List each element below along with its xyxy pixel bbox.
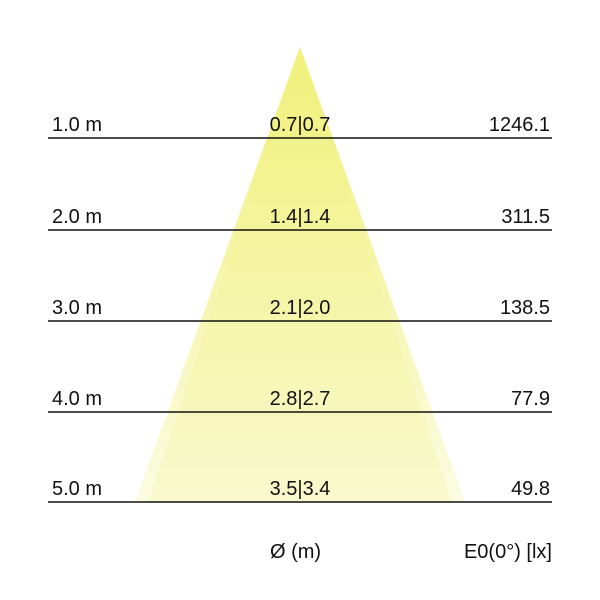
- illuminance-column-label: E0(0°) [lx]: [463, 541, 552, 563]
- illuminance-value: 1246.1: [488, 114, 550, 136]
- distance-label: 4.0 m: [52, 388, 103, 410]
- distance-label: 3.0 m: [52, 297, 103, 319]
- diameter-column-label: Ø (m): [270, 541, 322, 563]
- illuminance-value: 138.5: [499, 297, 550, 319]
- distance-row: 1.0 m 0.7|0.7 1246.1: [48, 113, 552, 137]
- distance-row: 4.0 m 2.8|2.7 77.9: [48, 387, 552, 411]
- distance-label: 1.0 m: [52, 114, 103, 136]
- distance-row: 3.0 m 2.1|2.0 138.5: [48, 296, 552, 320]
- light-beam-cone: [135, 47, 465, 502]
- distance-row: 5.0 m 3.5|3.4 49.8: [48, 477, 552, 501]
- light-beam-cone-inner: [148, 47, 452, 502]
- illuminance-value: 49.8: [511, 478, 550, 500]
- beam-diameter: 2.1|2.0: [269, 297, 331, 319]
- illuminance-value: 77.9: [511, 388, 550, 410]
- beam-diameter: 3.5|3.4: [269, 478, 331, 500]
- distance-row: 2.0 m 1.4|1.4 311.5: [48, 205, 552, 229]
- distance-label: 2.0 m: [52, 206, 103, 228]
- beam-diameter: 1.4|1.4: [269, 206, 331, 228]
- beam-diameter: 2.8|2.7: [269, 388, 331, 410]
- illuminance-value: 311.5: [501, 206, 550, 228]
- distance-label: 5.0 m: [52, 478, 103, 500]
- beam-diameter: 0.7|0.7: [269, 114, 331, 136]
